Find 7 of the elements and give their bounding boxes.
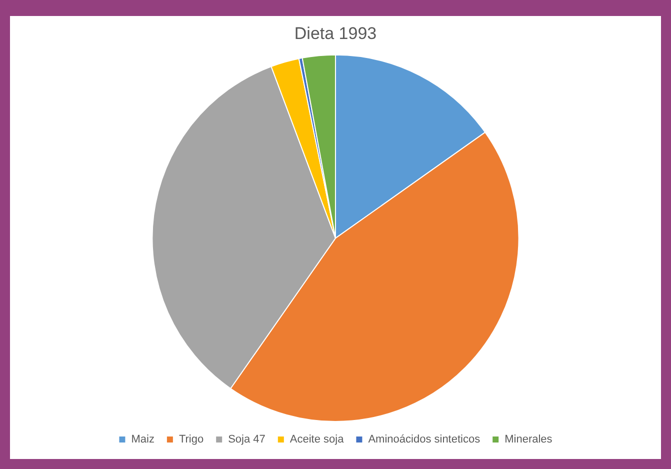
legend-label: Minerales <box>504 434 553 446</box>
legend-label: Trigo <box>178 434 204 446</box>
legend-label: Soja 47 <box>228 434 266 446</box>
legend-label: Aminoácidos sinteticos <box>368 434 481 446</box>
chart-title: Dieta 1993 <box>294 24 377 43</box>
legend-label: Maiz <box>131 434 154 446</box>
legend-label: Aceite soja <box>290 434 345 446</box>
